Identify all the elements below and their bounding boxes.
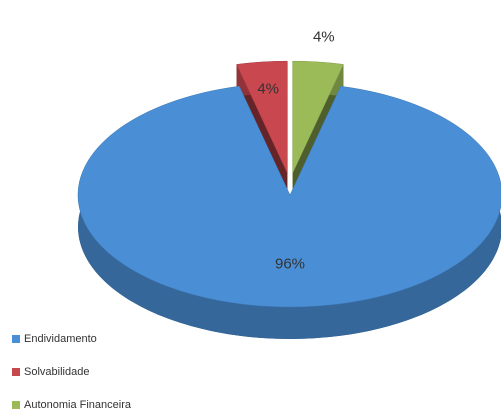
legend-label: Autonomia Financeira [24, 399, 132, 411]
data-label: 4% [313, 28, 335, 45]
legend-label: Endividamento [24, 333, 97, 345]
data-label: 4% [257, 81, 279, 98]
pie-slice [77, 85, 501, 308]
pie-slice [292, 60, 344, 174]
legend-swatch [12, 335, 20, 343]
data-label: 96% [275, 255, 305, 272]
legend-swatch [12, 368, 20, 376]
legend-swatch [12, 401, 20, 409]
pie-slice [236, 60, 288, 174]
legend-label: Solvabilidade [24, 366, 89, 378]
